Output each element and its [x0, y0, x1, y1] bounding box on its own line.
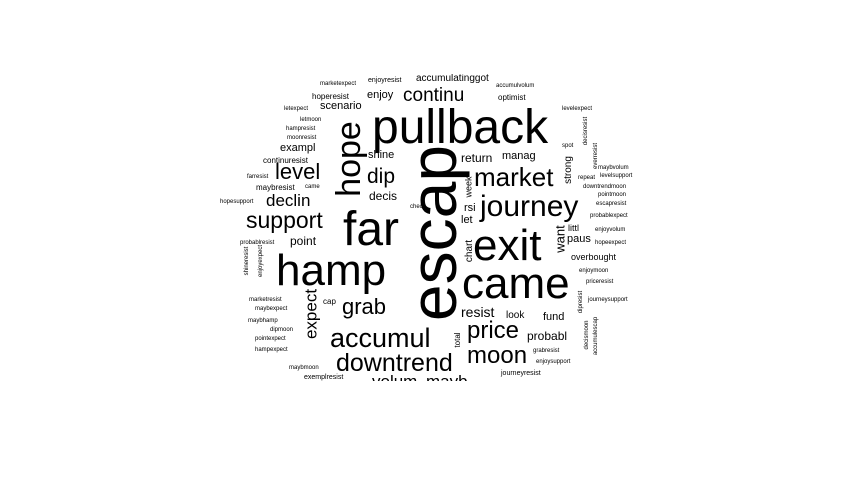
cloud-word: price: [467, 317, 520, 344]
cloud-word: probabl: [527, 329, 568, 343]
cloud-word: probablexpect: [590, 213, 628, 219]
cloud-word: downtrendmoon: [583, 184, 627, 190]
cloud-word: escapresist: [596, 201, 627, 207]
cloud-word: point: [290, 234, 317, 248]
cloud-word: letexpect: [284, 106, 309, 112]
cloud-word: total: [453, 332, 462, 348]
cloud-word: far: [343, 203, 400, 256]
cloud-word: accumulatinggot: [416, 74, 489, 84]
cloud-word: journey: [480, 190, 579, 223]
cloud-word: marketresist: [249, 297, 282, 303]
cloud-word: dip: [367, 165, 396, 188]
cloud-word: let: [461, 214, 473, 226]
cloud-word: paus: [567, 233, 591, 245]
cloud-word: continuresist: [263, 156, 308, 165]
cloud-word: levelsupport: [600, 173, 633, 179]
cloud-word: shineresist: [244, 246, 250, 276]
cloud-word: hampresist: [286, 126, 316, 132]
cloud-word: fund: [543, 311, 565, 323]
cloud-word: hopesupport: [220, 199, 254, 205]
cloud-word: exampl: [280, 142, 316, 154]
cloud-word: volum: [372, 373, 417, 381]
cloud-word: look: [506, 310, 525, 321]
cloud-word: exit: [473, 221, 542, 270]
cloud-word: enjoysupport: [536, 359, 571, 365]
cloud-word: check: [410, 204, 426, 210]
cloud-word: hampexpect: [255, 347, 288, 353]
cloud-word: cap: [323, 297, 336, 306]
cloud-word: grab: [342, 294, 387, 319]
cloud-word: maybmoon: [289, 365, 319, 371]
cloud-word: expect: [301, 288, 321, 340]
cloud-word: shine: [368, 149, 395, 161]
cloud-word: pointexpect: [255, 336, 286, 342]
cloud-word: strong: [563, 156, 574, 184]
cloud-word: spot: [562, 143, 574, 149]
cloud-word: accumulescap: [593, 316, 599, 356]
cloud-word: enjoy: [367, 89, 394, 101]
cloud-word: escap: [396, 144, 470, 322]
cloud-word: resist: [461, 304, 495, 320]
cloud-word: overbought: [571, 252, 617, 262]
cloud-word: levelexpect: [562, 106, 593, 112]
cloud-word: accumulvolum: [496, 83, 535, 89]
cloud-word: hamp: [276, 246, 387, 295]
cloud-word: maybresist: [256, 183, 295, 192]
cloud-word: rsi: [464, 202, 476, 214]
cloud-word: enjoyvolum: [595, 227, 626, 233]
cloud-word: moon: [467, 342, 528, 369]
cloud-word: marketexpect: [320, 81, 357, 87]
cloud-word: grabresist: [533, 348, 560, 354]
cloud-word: manag: [502, 150, 536, 162]
cloud-word: enjoymoon: [579, 268, 609, 274]
cloud-word: accumul: [330, 323, 431, 353]
cloud-word: priceresist: [586, 279, 614, 285]
cloud-word: return: [461, 151, 493, 165]
cloud-word: journeyresist: [501, 370, 541, 377]
cloud-word: market: [474, 162, 554, 192]
cloud-word: want: [552, 225, 568, 253]
cloud-word: decis: [369, 189, 398, 203]
cloud-word: hope: [330, 121, 368, 197]
cloud-word: exemplresist: [304, 374, 344, 381]
cloud-word: dipresist: [578, 290, 584, 314]
cloud-word: repeat: [578, 175, 596, 181]
cloud-word: chart: [464, 239, 475, 263]
word-cloud-area: escap pullback far hamp came exit hope j…: [200, 74, 665, 381]
cloud-word: probablresist: [240, 240, 275, 246]
cloud-word: downtrend: [336, 349, 453, 377]
cloud-word: mayb: [426, 373, 468, 381]
cloud-word: journeysupport: [588, 297, 628, 303]
cloud-word: hopeexpect: [595, 240, 627, 246]
cloud-word: level: [275, 159, 321, 184]
cloud-word: maybexpect: [255, 306, 288, 312]
cloud-word: maybhamp: [248, 318, 278, 324]
cloud-word: week: [463, 176, 474, 198]
cloud-word: farresist: [247, 174, 269, 180]
cloud-word: moonresist: [287, 135, 317, 141]
cloud-word: declin: [266, 191, 311, 210]
cloud-word: came: [462, 259, 570, 308]
cloud-word: letmoon: [300, 117, 322, 123]
cloud-word: came: [305, 184, 320, 190]
cloud-word: decisresist: [583, 116, 589, 146]
cloud-word: support: [246, 207, 323, 233]
cloud-word: scenario: [320, 100, 362, 112]
cloud-word: enjoyresist: [368, 77, 402, 84]
cloud-word: enjoyexpect: [258, 244, 264, 278]
cloud-word: pointmoon: [598, 192, 627, 198]
cloud-word: everresist: [593, 142, 599, 170]
cloud-word: decismoon: [584, 320, 590, 350]
cloud-word: hoperesist: [312, 92, 349, 101]
cloud-word: dipmoon: [270, 327, 294, 333]
cloud-word: littl: [568, 223, 579, 233]
cloud-word: pullback: [372, 101, 549, 154]
cloud-word: maybvolum: [598, 165, 629, 171]
cloud-word: continu: [403, 85, 465, 106]
cloud-word: optimist: [498, 93, 526, 102]
